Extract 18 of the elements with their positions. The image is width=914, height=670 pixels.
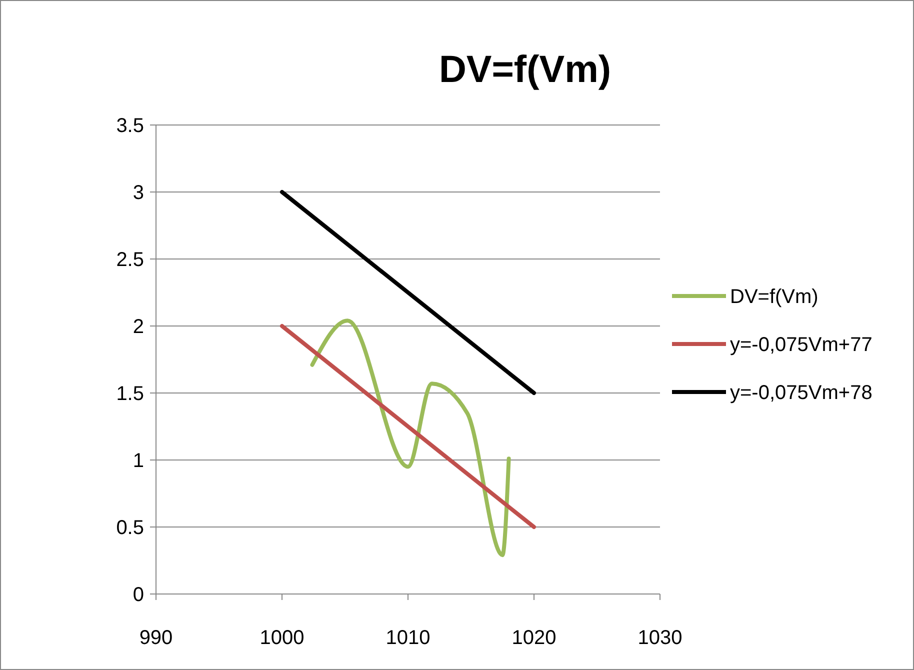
y-tick-label: 0.5	[116, 517, 144, 539]
chart-title: DV=f(Vm)	[438, 49, 612, 91]
legend-label: y=-0,075Vm+78	[730, 382, 872, 404]
y-tick-label: 2.5	[116, 249, 144, 271]
y-tick-label: 1.5	[116, 383, 144, 405]
y-tick-label: 0	[132, 584, 144, 606]
y-tick-label: 3.5	[116, 115, 144, 137]
y-tick-label: 3	[132, 182, 144, 204]
line-series	[310, 318, 511, 558]
y-tick-label: 1	[132, 450, 144, 472]
y-tick-label: 2	[132, 316, 144, 338]
x-tick-label: 1030	[638, 627, 682, 649]
x-tick-label: 1020	[512, 627, 556, 649]
x-tick-label: 990	[139, 627, 173, 649]
x-tick-label: 1000	[260, 627, 304, 649]
x-tick-label: 1010	[386, 627, 430, 649]
legend-label: y=-0,075Vm+77	[730, 334, 872, 356]
legend-label: DV=f(Vm)	[730, 286, 818, 308]
